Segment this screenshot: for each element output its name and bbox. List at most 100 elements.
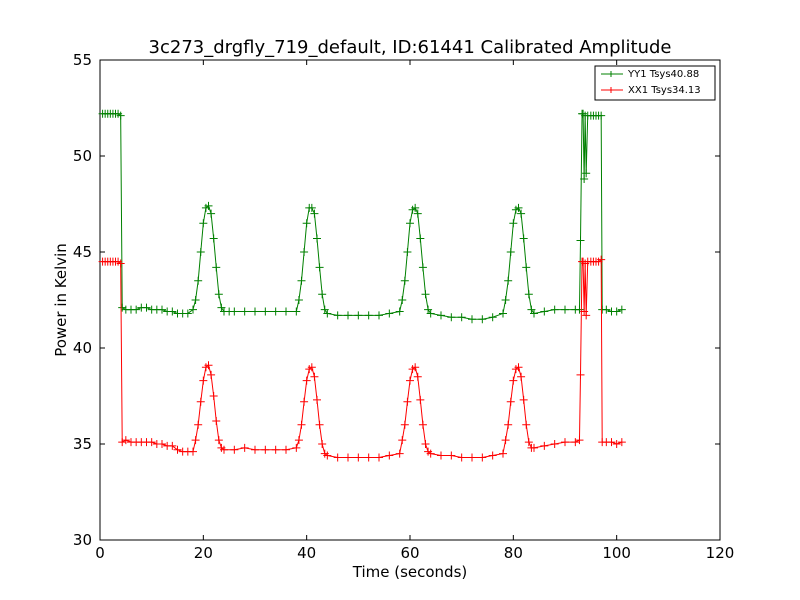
data-point-yy1 <box>579 109 588 118</box>
data-point-yy1 <box>403 248 412 256</box>
data-point-yy1 <box>488 313 497 322</box>
data-point-xx1 <box>411 363 420 372</box>
data-point-yy1 <box>240 307 249 316</box>
data-point-yy1 <box>504 276 513 285</box>
data-point-xx1 <box>344 453 352 462</box>
data-point-xx1 <box>333 453 342 462</box>
data-point-yy1 <box>575 305 584 314</box>
data-point-yy1 <box>406 219 414 228</box>
data-point-xx1 <box>447 451 456 460</box>
data-point-xx1 <box>204 361 213 370</box>
data-point-yy1 <box>199 219 208 228</box>
data-point-xx1 <box>194 420 203 429</box>
data-point-yy1 <box>421 290 430 299</box>
data-point-xx1 <box>121 436 130 445</box>
data-point-xx1 <box>488 451 497 460</box>
data-point-yy1 <box>418 263 427 272</box>
y-tick-label: 35 <box>73 435 92 453</box>
y-tick-label: 50 <box>73 147 92 165</box>
data-point-yy1 <box>116 111 125 120</box>
data-point-xx1 <box>251 445 259 454</box>
data-point-xx1 <box>416 395 425 404</box>
data-point-xx1 <box>478 453 487 462</box>
data-point-yy1 <box>426 309 435 318</box>
data-point-yy1 <box>411 203 420 212</box>
legend-label-xx1: XX1 Tsys34.13 <box>628 85 701 96</box>
data-point-yy1 <box>207 209 216 218</box>
data-point-yy1 <box>517 209 526 218</box>
data-point-yy1 <box>580 175 589 184</box>
data-point-yy1 <box>413 209 422 218</box>
data-point-yy1 <box>447 313 456 322</box>
data-point-xx1 <box>540 441 549 450</box>
x-tick-label: 60 <box>400 544 419 562</box>
data-point-yy1 <box>318 290 327 299</box>
data-point-xx1 <box>323 451 332 460</box>
data-point-xx1 <box>501 436 510 445</box>
plot-frame <box>99 59 721 541</box>
legend-marker-xx1 <box>608 87 614 93</box>
data-point-yy1 <box>519 234 528 243</box>
data-point-xx1 <box>413 372 422 381</box>
data-point-yy1 <box>209 234 218 243</box>
data-point-yy1 <box>501 296 510 304</box>
data-point-xx1 <box>418 420 427 429</box>
data-point-xx1 <box>582 311 591 320</box>
x-tick-label: 40 <box>297 544 316 562</box>
data-point-xx1 <box>550 440 559 448</box>
data-point-yy1 <box>307 203 316 212</box>
data-point-xx1 <box>189 447 197 456</box>
data-point-xx1 <box>580 307 589 316</box>
data-point-xx1 <box>300 397 309 406</box>
data-point-yy1 <box>602 305 611 314</box>
data-point-yy1 <box>576 236 585 245</box>
data-point-xx1 <box>575 436 584 445</box>
data-point-xx1 <box>571 438 580 447</box>
data-point-yy1 <box>354 311 363 320</box>
data-point-xx1 <box>522 420 531 429</box>
data-point-xx1 <box>385 451 394 460</box>
data-point-xx1 <box>196 397 205 406</box>
data-point-xx1 <box>315 420 324 429</box>
data-point-xx1 <box>318 440 327 448</box>
data-point-yy1 <box>183 309 192 318</box>
data-point-yy1 <box>375 311 383 320</box>
data-point-yy1 <box>509 219 518 228</box>
data-point-xx1 <box>426 449 435 458</box>
data-point-xx1 <box>612 440 621 448</box>
data-point-xx1 <box>468 453 476 462</box>
data-point-xx1 <box>607 438 616 447</box>
data-point-xx1 <box>282 445 290 454</box>
data-point-xx1 <box>240 443 249 452</box>
data-point-xx1 <box>561 438 569 447</box>
data-point-yy1 <box>261 307 270 316</box>
data-point-xx1 <box>395 449 404 458</box>
data-point-yy1 <box>310 209 319 218</box>
data-point-xx1 <box>313 395 321 404</box>
data-point-xx1 <box>509 376 518 385</box>
data-point-yy1 <box>612 307 621 316</box>
data-point-xx1 <box>437 451 445 460</box>
data-point-xx1 <box>173 445 182 454</box>
data-point-yy1 <box>132 305 141 314</box>
data-point-yy1 <box>294 296 303 304</box>
data-point-yy1 <box>191 296 200 304</box>
data-point-yy1 <box>457 313 466 322</box>
data-point-xx1 <box>116 259 125 268</box>
data-point-yy1 <box>499 309 507 318</box>
y-tick-label: 40 <box>73 339 92 357</box>
data-point-yy1 <box>468 315 476 324</box>
data-point-yy1 <box>118 303 127 312</box>
legend: YY1 Tsys40.88 XX1 Tsys34.13 <box>594 65 716 101</box>
data-point-yy1 <box>530 309 538 318</box>
chart-title: 3c273_drgfly_719_default, ID:61441 Calib… <box>149 37 672 58</box>
data-point-yy1 <box>524 290 533 299</box>
data-point-xx1 <box>261 445 270 454</box>
data-point-xx1 <box>271 445 280 454</box>
data-point-xx1 <box>207 370 216 379</box>
data-point-xx1 <box>292 443 301 452</box>
data-point-xx1 <box>504 420 513 429</box>
data-point-yy1 <box>196 248 205 256</box>
y-axis: 30 35 40 45 50 55 <box>73 51 720 549</box>
